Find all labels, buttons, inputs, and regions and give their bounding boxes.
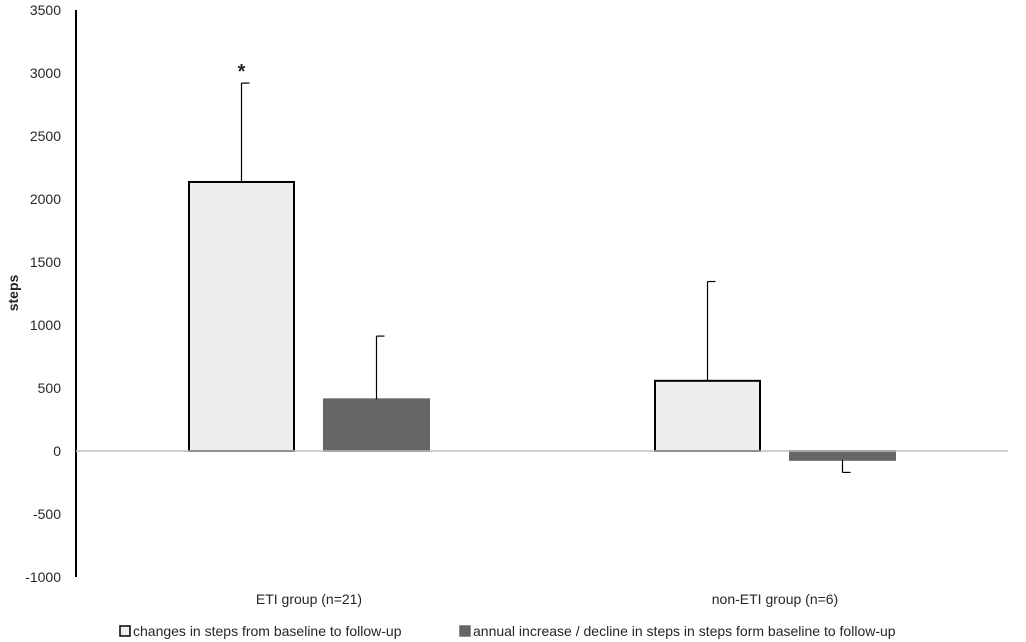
bar [789,450,896,461]
y-tick-label: 2500 [30,128,61,144]
significance-marker: * [238,61,246,83]
y-tick-label: 1000 [30,317,61,333]
legend-label: changes in steps from baseline to follow… [133,623,402,639]
y-tick-label: 0 [53,443,61,459]
y-tick-label: 500 [38,380,62,396]
legend: changes in steps from baseline to follow… [119,623,896,639]
bar [188,180,295,453]
category-labels: ETI group (n=21) non-ETI group (n=6) [256,591,838,607]
bar [323,398,430,452]
legend-swatch [119,625,131,637]
y-tick-label: 2000 [30,191,61,207]
y-tick-label: -500 [33,506,61,522]
bar [654,379,761,452]
y-tick-label: 1500 [30,254,61,270]
y-axis-label: steps [5,275,21,312]
y-tick-label: 3000 [30,65,61,81]
y-tick-label: 3500 [30,2,61,18]
legend-swatch [459,625,471,637]
bars: * [188,61,896,474]
category-label: non-ETI group (n=6) [712,591,838,607]
y-axis-ticks: 3500 3000 2500 2000 1500 1000 500 0 -500 -1000 [25,2,61,585]
axes [75,10,1008,577]
legend-label: annual increase / decline in steps in st… [473,623,896,639]
y-tick-label: -1000 [25,569,61,585]
category-label: ETI group (n=21) [256,591,362,607]
